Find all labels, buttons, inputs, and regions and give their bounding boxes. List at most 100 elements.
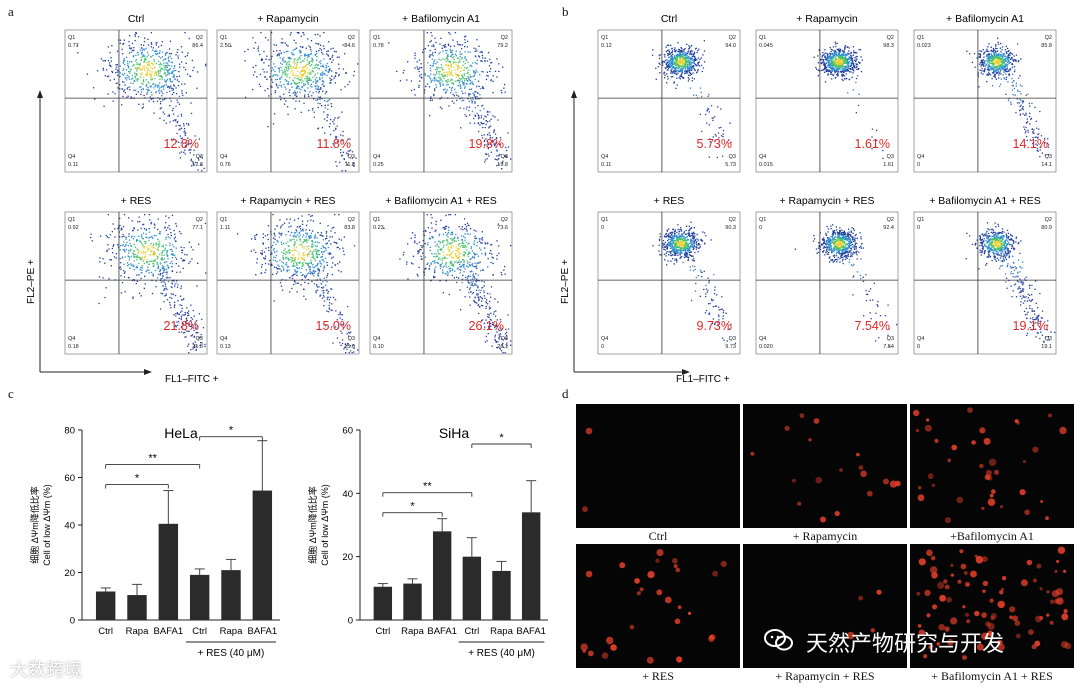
event-dot [286,266,289,268]
event-dot [287,245,289,247]
event-dot [189,75,191,77]
event-dot [468,100,470,103]
event-dot [467,93,470,95]
event-dot [149,219,151,221]
event-dot [474,55,477,57]
event-dot [307,254,309,256]
event-dot [263,251,266,253]
event-dot [281,243,283,246]
event-dot [437,258,440,261]
event-dot [701,130,703,133]
event-dot [344,343,346,345]
event-dot [461,226,463,228]
event-dot [483,122,485,125]
event-dot [288,269,290,271]
event-dot [465,246,468,248]
event-dot [673,57,675,59]
event-dot [301,67,303,69]
event-dot [156,248,158,250]
event-dot [312,76,314,78]
event-dot [307,71,309,74]
event-dot [293,247,295,249]
event-dot [691,65,694,68]
event-dot [108,248,110,250]
event-dot [322,73,324,75]
event-dot [296,70,299,72]
event-dot [469,88,471,91]
event-dot [429,78,432,80]
event-dot [318,91,320,93]
event-dot [276,261,278,263]
event-dot [187,140,189,142]
event-dot [185,318,187,320]
event-dot [166,276,168,278]
event-dot [480,242,482,244]
event-dot [166,250,169,252]
event-dot [673,56,676,58]
event-dot [691,55,694,57]
event-dot [166,66,168,68]
event-dot [156,41,158,44]
event-dot [448,248,450,250]
event-dot [446,49,448,52]
event-dot [288,252,290,254]
event-dot [184,32,186,34]
event-dot [333,226,335,229]
event-dot [455,55,457,57]
event-dot [263,50,265,53]
event-dot [156,86,159,88]
event-dot [155,235,157,237]
event-dot [473,229,475,231]
event-dot [482,57,484,59]
event-dot [162,86,165,88]
event-dot [137,54,139,56]
event-dot [466,233,469,235]
event-dot [266,71,268,73]
event-dot [127,77,129,79]
event-dot [316,264,318,267]
event-dot [481,60,483,62]
event-dot [673,63,676,65]
event-dot [135,79,137,81]
event-dot [471,83,473,85]
event-dot [303,95,306,97]
event-dot [681,55,683,57]
event-dot [456,276,458,278]
event-dot [174,254,176,256]
event-dot [321,65,324,67]
event-dot [310,240,312,242]
event-dot [442,241,444,243]
event-dot [282,262,284,264]
event-dot [300,243,302,245]
event-dot [127,249,130,252]
event-dot [298,32,300,34]
event-dot [499,144,501,146]
event-dot [180,331,183,333]
event-dot [161,76,163,79]
event-dot [692,59,694,61]
event-dot [315,42,317,45]
event-dot [310,250,312,252]
event-dot [195,327,197,329]
event-dot [484,326,486,328]
event-dot [303,257,305,259]
event-dot [431,65,433,67]
event-dot [164,226,166,228]
event-dot [189,75,192,77]
event-dot [159,50,161,52]
event-dot [481,237,483,239]
event-dot [298,267,300,269]
event-dot [317,263,319,265]
event-dot [164,288,166,290]
event-dot [310,215,312,217]
event-dot [451,75,454,77]
event-dot [487,121,489,123]
event-dot [192,249,194,251]
event-dot [510,158,512,160]
event-dot [195,345,198,347]
event-dot [825,59,827,61]
event-dot [184,312,186,314]
event-dot [302,262,304,264]
event-dot [842,62,844,65]
event-dot [134,246,137,249]
